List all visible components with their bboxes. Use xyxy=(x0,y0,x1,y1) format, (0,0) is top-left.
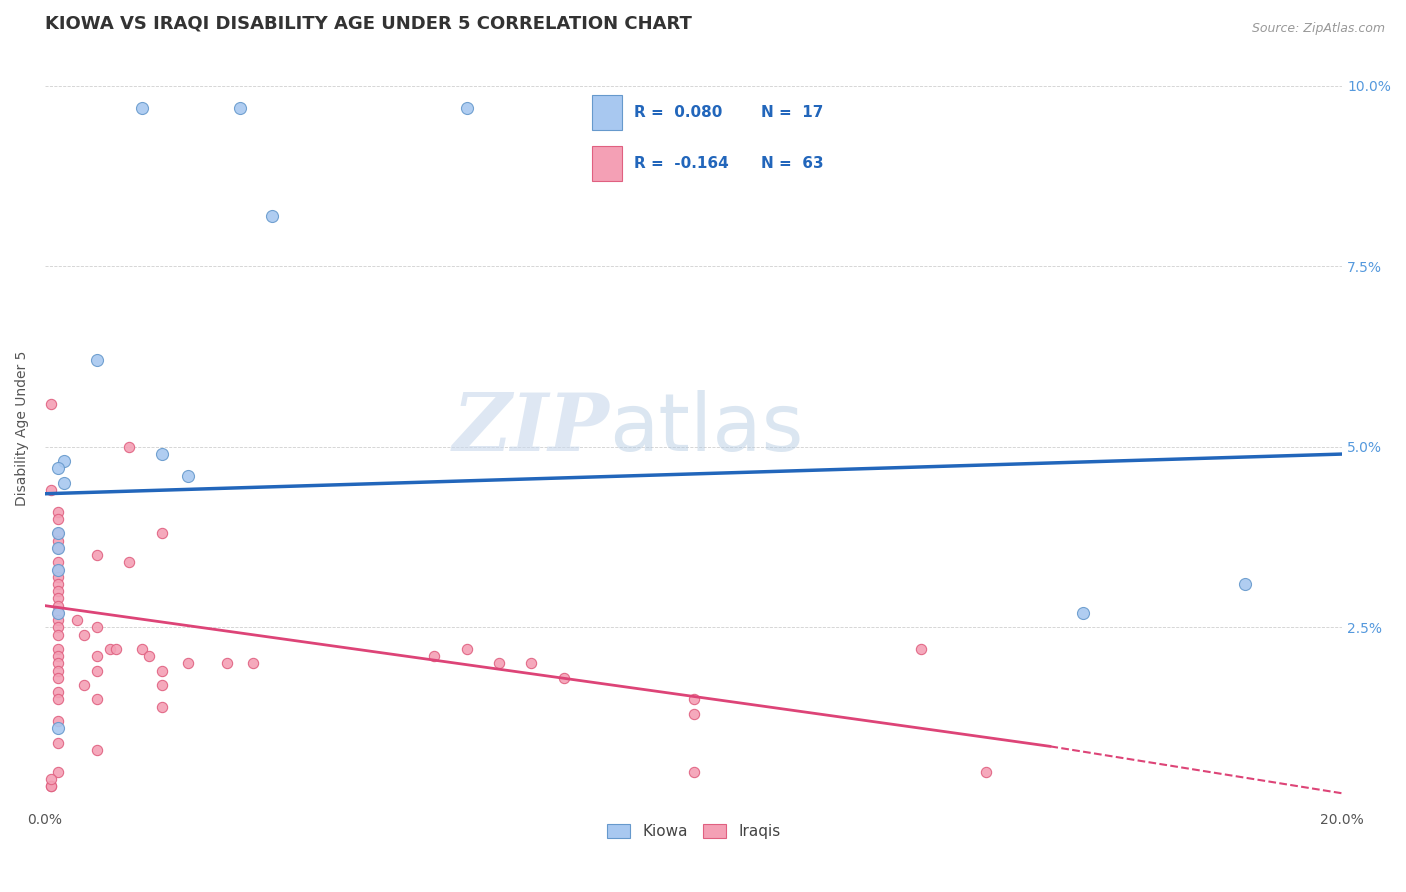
Text: ZIP: ZIP xyxy=(453,390,609,467)
Text: N =  63: N = 63 xyxy=(761,156,824,171)
Point xyxy=(682,706,704,721)
Text: Source: ZipAtlas.com: Source: ZipAtlas.com xyxy=(1251,22,1385,36)
Point xyxy=(46,591,69,606)
Point xyxy=(41,779,63,793)
Point xyxy=(150,447,173,461)
Text: atlas: atlas xyxy=(609,390,804,467)
Point xyxy=(86,664,108,678)
Point xyxy=(46,714,69,728)
Point xyxy=(46,555,69,569)
Y-axis label: Disability Age Under 5: Disability Age Under 5 xyxy=(15,351,30,507)
Point xyxy=(41,779,63,793)
Point xyxy=(260,209,283,223)
Bar xyxy=(592,95,621,130)
Point xyxy=(215,657,238,671)
Point xyxy=(242,657,264,671)
Point xyxy=(46,613,69,627)
Point xyxy=(86,620,108,634)
Point xyxy=(46,584,69,599)
Point xyxy=(66,613,89,627)
Point xyxy=(46,685,69,699)
Point xyxy=(46,577,69,591)
Point xyxy=(46,526,69,541)
Point xyxy=(682,764,704,779)
Point xyxy=(456,101,478,115)
Point xyxy=(46,512,69,526)
Point xyxy=(105,642,128,657)
Point xyxy=(520,657,543,671)
Point xyxy=(46,541,69,555)
Point xyxy=(974,764,997,779)
Point xyxy=(46,541,69,555)
Point xyxy=(138,649,160,664)
Point xyxy=(53,454,76,468)
Point xyxy=(131,642,153,657)
Point xyxy=(118,555,141,569)
Point xyxy=(150,699,173,714)
Text: KIOWA VS IRAQI DISABILITY AGE UNDER 5 CORRELATION CHART: KIOWA VS IRAQI DISABILITY AGE UNDER 5 CO… xyxy=(45,15,692,33)
Point xyxy=(176,468,198,483)
Point xyxy=(682,692,704,706)
Point xyxy=(46,657,69,671)
Point xyxy=(86,692,108,706)
Text: R =  -0.164: R = -0.164 xyxy=(634,156,728,171)
Point xyxy=(46,736,69,750)
Point xyxy=(46,664,69,678)
Point xyxy=(118,440,141,454)
Legend: Kiowa, Iraqis: Kiowa, Iraqis xyxy=(600,818,786,846)
Bar xyxy=(592,146,621,181)
Point xyxy=(46,642,69,657)
Point xyxy=(1071,606,1094,620)
Point xyxy=(41,483,63,497)
Point xyxy=(176,657,198,671)
Point xyxy=(150,526,173,541)
Point xyxy=(41,396,63,410)
Point xyxy=(46,563,69,577)
Point xyxy=(456,642,478,657)
Point xyxy=(46,620,69,634)
Point xyxy=(46,671,69,685)
Point xyxy=(86,548,108,562)
Point xyxy=(46,533,69,548)
Point xyxy=(423,649,446,664)
Text: N =  17: N = 17 xyxy=(761,105,823,120)
Point xyxy=(46,606,69,620)
Point xyxy=(553,671,575,685)
Point xyxy=(46,526,69,541)
Point xyxy=(53,475,76,490)
Point xyxy=(46,606,69,620)
Point xyxy=(98,642,121,657)
Point xyxy=(46,461,69,475)
Point xyxy=(46,722,69,736)
Point xyxy=(46,599,69,613)
Point xyxy=(488,657,510,671)
Point xyxy=(86,353,108,368)
Text: R =  0.080: R = 0.080 xyxy=(634,105,723,120)
Point xyxy=(41,772,63,786)
Point xyxy=(150,678,173,692)
Point xyxy=(86,743,108,757)
Point xyxy=(46,627,69,641)
Point xyxy=(73,678,96,692)
Point xyxy=(86,649,108,664)
Point xyxy=(46,764,69,779)
Point xyxy=(46,692,69,706)
Point xyxy=(46,563,69,577)
Point xyxy=(46,505,69,519)
Point xyxy=(150,664,173,678)
Point xyxy=(46,570,69,584)
Point xyxy=(46,649,69,664)
Point xyxy=(228,101,250,115)
Point xyxy=(73,627,96,641)
Point xyxy=(1233,577,1256,591)
Point xyxy=(131,101,153,115)
Point xyxy=(910,642,932,657)
